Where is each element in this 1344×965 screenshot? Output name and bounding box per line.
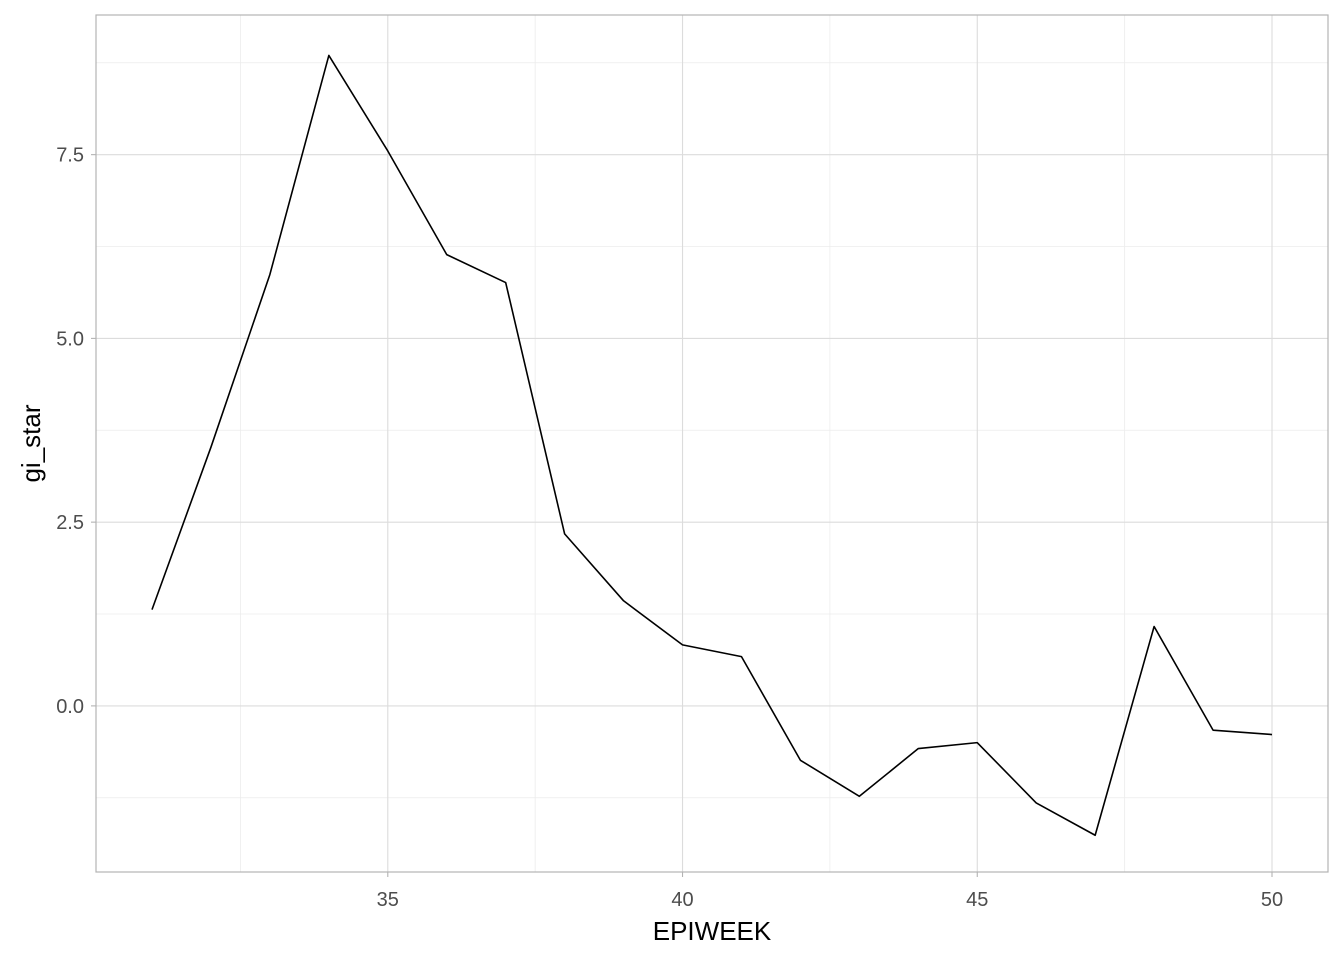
- y-tick-labels: 0.0 2.5 5.0 7.5: [56, 145, 84, 718]
- minor-gridlines: [96, 15, 1328, 872]
- series-line: [152, 55, 1272, 835]
- x-tick-label: 35: [377, 889, 399, 911]
- y-tick-label: 2.5: [56, 512, 84, 534]
- panel-border: [96, 15, 1328, 872]
- major-gridlines: [96, 15, 1328, 872]
- series-layer: [152, 55, 1272, 835]
- x-tick-label: 45: [966, 889, 988, 911]
- y-tick-label: 7.5: [56, 145, 84, 167]
- x-axis-title: EPIWEEK: [653, 916, 772, 946]
- y-tick-label: 0.0: [56, 696, 84, 718]
- tick-marks: [91, 155, 1272, 877]
- y-tick-label: 5.0: [56, 328, 84, 350]
- x-tick-label: 40: [671, 889, 693, 911]
- x-tick-labels: 35 40 45 50: [377, 889, 1283, 911]
- x-tick-label: 50: [1261, 889, 1283, 911]
- y-axis-title: gi_star: [16, 404, 46, 482]
